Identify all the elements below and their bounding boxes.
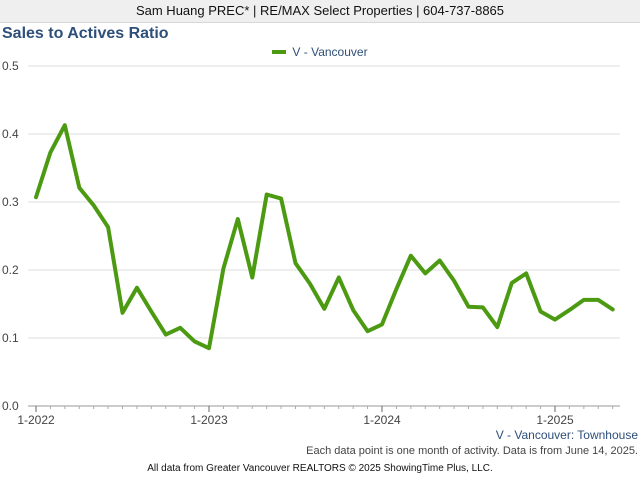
chart-title: Sales to Actives Ratio <box>2 25 169 42</box>
legend-label: V - Vancouver <box>292 45 368 59</box>
y-tick-label: 0.3 <box>2 195 19 209</box>
y-tick-label: 0.1 <box>2 331 19 345</box>
y-tick-label: 0.4 <box>2 127 19 141</box>
header-bar: Sam Huang PREC* | RE/MAX Select Properti… <box>0 0 640 23</box>
credit-line: All data from Greater Vancouver REALTORS… <box>147 463 493 474</box>
y-tick-label: 0.5 <box>2 59 19 73</box>
series-line-vancouver <box>34 123 615 351</box>
y-tick-label: 0.2 <box>2 263 19 277</box>
header-text: Sam Huang PREC* | RE/MAX Select Properti… <box>135 3 505 18</box>
legend: V - Vancouver <box>0 45 640 59</box>
y-tick-label: 0.0 <box>2 399 19 413</box>
x-tick-label: 1-2025 <box>536 413 574 427</box>
x-tick-label: 1-2023 <box>190 413 228 427</box>
x-tick-label: 1-2024 <box>363 413 401 427</box>
x-tick-label: 1-2022 <box>17 413 55 427</box>
data-note: Each data point is one month of activity… <box>306 445 638 457</box>
series-caption: V - Vancouver: Townhouse <box>495 428 638 442</box>
legend-swatch <box>272 49 287 54</box>
